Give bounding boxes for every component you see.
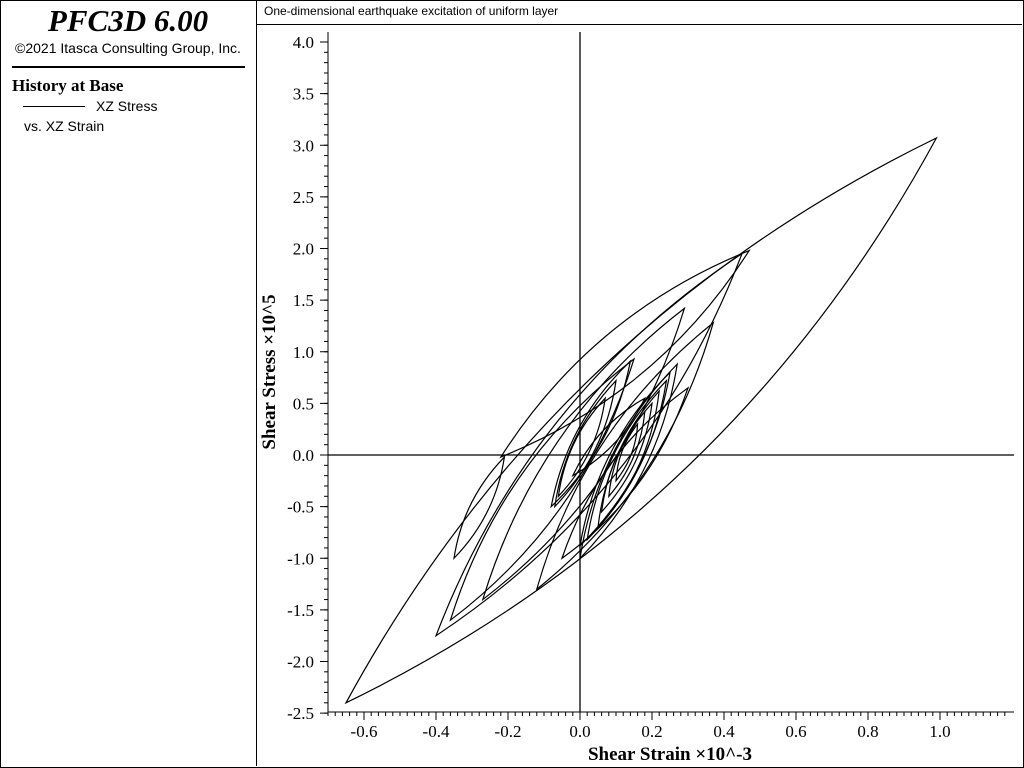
x-tick-label: 1.0 [929,722,950,741]
x-tick-label: -0.4 [423,722,450,741]
hysteresis-loop [608,409,646,499]
y-tick-label: 3.5 [293,85,314,104]
y-tick-label: 3.0 [293,136,314,155]
y-tick-label: -0.5 [287,498,314,517]
x-tick-label: -0.6 [351,722,378,741]
x-tick-label: 0.8 [857,722,878,741]
y-tick-label: 0.0 [293,446,314,465]
hysteresis-loop [579,370,671,548]
x-tick-label: 0.2 [641,722,662,741]
panel-divider [12,66,245,68]
x-tick-label: 0.6 [785,722,806,741]
x-tick-label: 0.4 [713,722,735,741]
chart-title: One-dimensional earthquake excitation of… [264,4,559,18]
hysteresis-loop [579,362,679,561]
hysteresis-loop [600,401,653,514]
app-title: PFC3D 6.00 [47,3,209,38]
hysteresis-loop [557,396,607,499]
y-tick-label: 2.5 [293,188,314,207]
x-tick-label: -0.2 [495,722,522,741]
hysteresis-loop [535,321,715,591]
y-tick-label: -1.0 [287,549,314,568]
y-axis-label: Shear Stress ×10^5 [259,294,280,449]
legend-series-sublabel: vs. XZ Strain [24,118,105,134]
y-tick-label: -2.0 [287,653,314,672]
legend-panel: PFC3D 6.00 ©2021 Itasca Consulting Group… [0,0,257,766]
hysteresis-loop [571,396,647,478]
hysteresis-loop [615,422,639,483]
legend-line-swatch [23,106,85,107]
y-tick-label: 0.5 [293,394,314,413]
y-tick-label: 1.5 [293,291,314,310]
copyright-text: ©2021 Itasca Consulting Group, Inc. [15,40,241,56]
x-tick-label: 0.0 [569,722,590,741]
hysteresis-loop [553,378,617,509]
y-tick-label: -1.5 [287,601,314,620]
x-axis-label: Shear Strain ×10^-3 [588,744,752,765]
hysteresis-loop [344,136,938,705]
hysteresis-loop [434,252,744,638]
hysteresis-loop [560,386,690,560]
legend-title: History at Base [12,76,124,95]
hysteresis-loop [449,357,636,622]
y-tick-label: 2.0 [293,240,314,259]
legend-series-label: XZ Stress [96,98,158,114]
title-divider [257,24,1022,25]
hysteresis-loop [481,306,686,602]
hysteresis-loop [453,455,506,561]
hysteresis-loop [499,249,751,459]
y-tick-label: 4.0 [293,33,314,52]
y-tick-label: -2.5 [287,704,314,723]
y-tick-label: 1.0 [293,343,314,362]
